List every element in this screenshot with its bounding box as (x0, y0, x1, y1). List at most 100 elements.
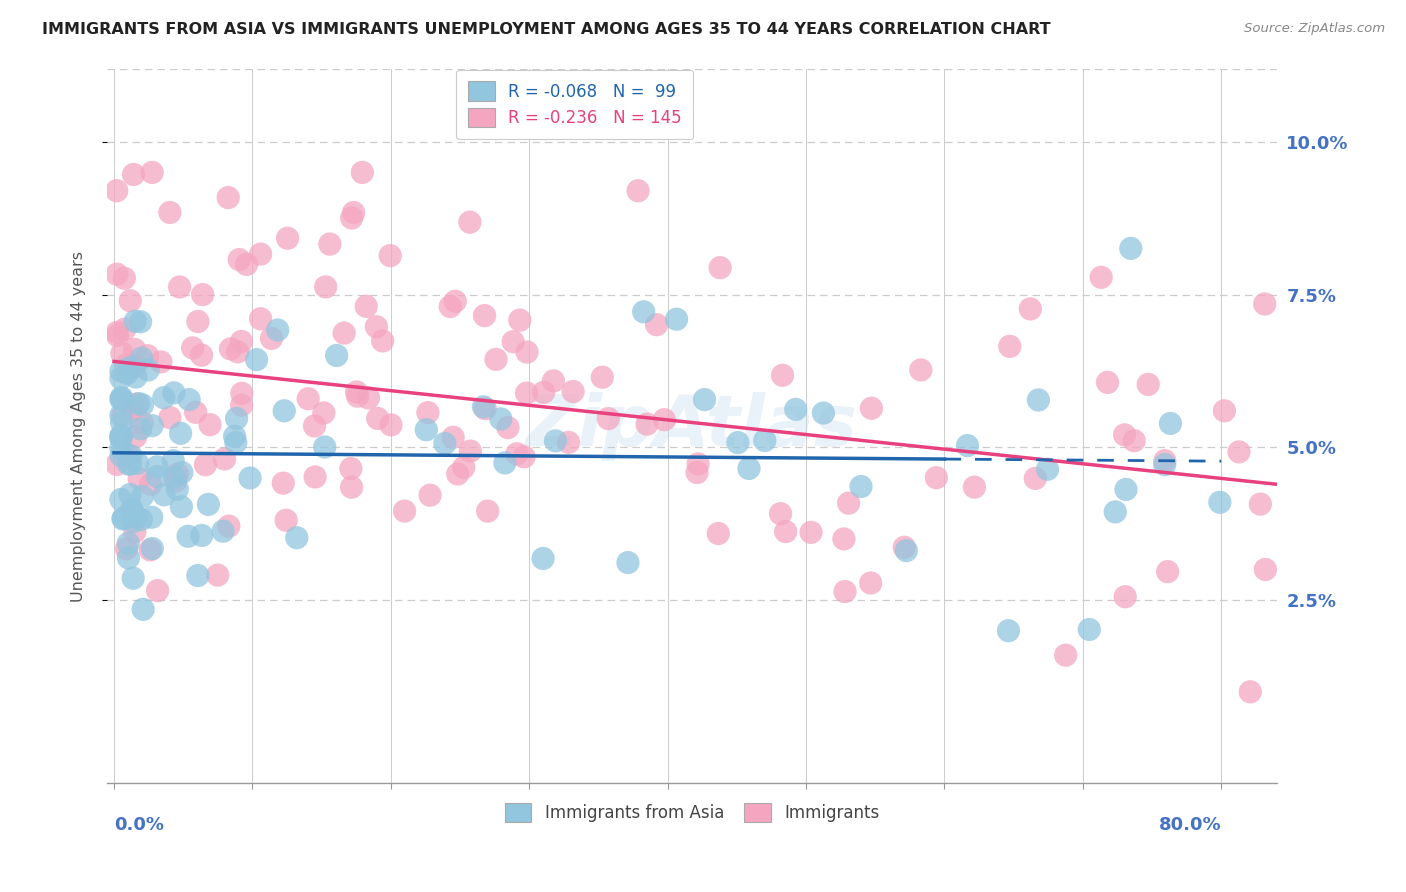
Point (136, 349, 159, 363)
Point (997, 624, 1019, 638)
Point (1104, 505, 1126, 519)
Point (1119, 241, 1142, 255)
Point (110, 371, 132, 385)
Point (834, 584, 856, 599)
Point (166, 467, 188, 482)
Point (170, 466, 193, 480)
Point (447, 467, 470, 481)
Point (110, 492, 132, 507)
Point (645, 318, 668, 332)
Point (132, 602, 155, 616)
Point (340, 480, 363, 494)
Point (121, 502, 143, 516)
Point (115, 541, 138, 556)
Point (110, 442, 132, 456)
Point (342, 205, 364, 219)
Point (111, 512, 134, 526)
Point (141, 541, 163, 556)
Point (110, 449, 132, 463)
Point (249, 311, 271, 326)
Point (474, 401, 496, 416)
Point (118, 487, 141, 501)
Point (754, 434, 776, 448)
Point (169, 280, 191, 294)
Point (315, 280, 337, 294)
Point (231, 386, 253, 401)
Point (212, 524, 235, 538)
Point (1097, 376, 1119, 390)
Point (128, 471, 150, 485)
Point (489, 412, 512, 426)
Point (231, 334, 253, 349)
Point (1153, 453, 1175, 467)
Point (1019, 301, 1042, 316)
Point (110, 392, 132, 407)
Point (139, 542, 162, 557)
Point (354, 299, 377, 313)
Point (131, 416, 153, 430)
Point (1115, 483, 1137, 497)
Point (998, 339, 1021, 353)
Point (120, 293, 142, 308)
Point (117, 550, 139, 565)
Point (502, 334, 524, 349)
Point (124, 314, 146, 328)
Point (159, 410, 181, 425)
Point (277, 231, 299, 245)
Point (319, 237, 342, 252)
Point (125, 370, 148, 384)
Point (1078, 623, 1101, 637)
Point (228, 252, 250, 267)
Point (849, 479, 872, 493)
Point (617, 556, 640, 570)
Point (197, 497, 219, 511)
Text: 80.0%: 80.0% (1159, 815, 1222, 834)
Point (187, 568, 209, 582)
Point (198, 417, 221, 432)
Point (110, 415, 132, 429)
Point (1036, 462, 1059, 476)
Text: ZipAtlas: ZipAtlas (526, 392, 858, 460)
Point (325, 348, 347, 362)
Point (218, 519, 240, 533)
Point (115, 358, 138, 372)
Point (1227, 445, 1250, 459)
Point (769, 507, 792, 521)
Point (1254, 562, 1277, 576)
Point (271, 476, 294, 491)
Point (633, 305, 655, 319)
Point (141, 418, 163, 433)
Point (910, 363, 932, 377)
Point (117, 536, 139, 550)
Point (860, 401, 883, 416)
Point (110, 408, 132, 422)
Point (832, 532, 855, 546)
Point (165, 474, 187, 488)
Point (333, 326, 356, 340)
Point (267, 323, 290, 337)
Point (146, 583, 169, 598)
Point (304, 418, 326, 433)
Point (141, 165, 163, 179)
Point (738, 461, 761, 475)
Point (474, 309, 496, 323)
Point (149, 355, 172, 369)
Point (285, 531, 308, 545)
Point (516, 386, 538, 401)
Point (131, 489, 153, 503)
Point (122, 402, 145, 417)
Point (394, 504, 416, 518)
Point (249, 247, 271, 261)
Point (105, 458, 128, 472)
Point (127, 456, 149, 470)
Point (159, 205, 181, 219)
Point (371, 334, 394, 348)
Point (896, 543, 918, 558)
Point (415, 423, 437, 437)
Point (1213, 404, 1236, 418)
Point (813, 406, 835, 420)
Point (110, 430, 132, 444)
Point (239, 471, 262, 485)
Point (170, 500, 193, 514)
Point (120, 449, 142, 463)
